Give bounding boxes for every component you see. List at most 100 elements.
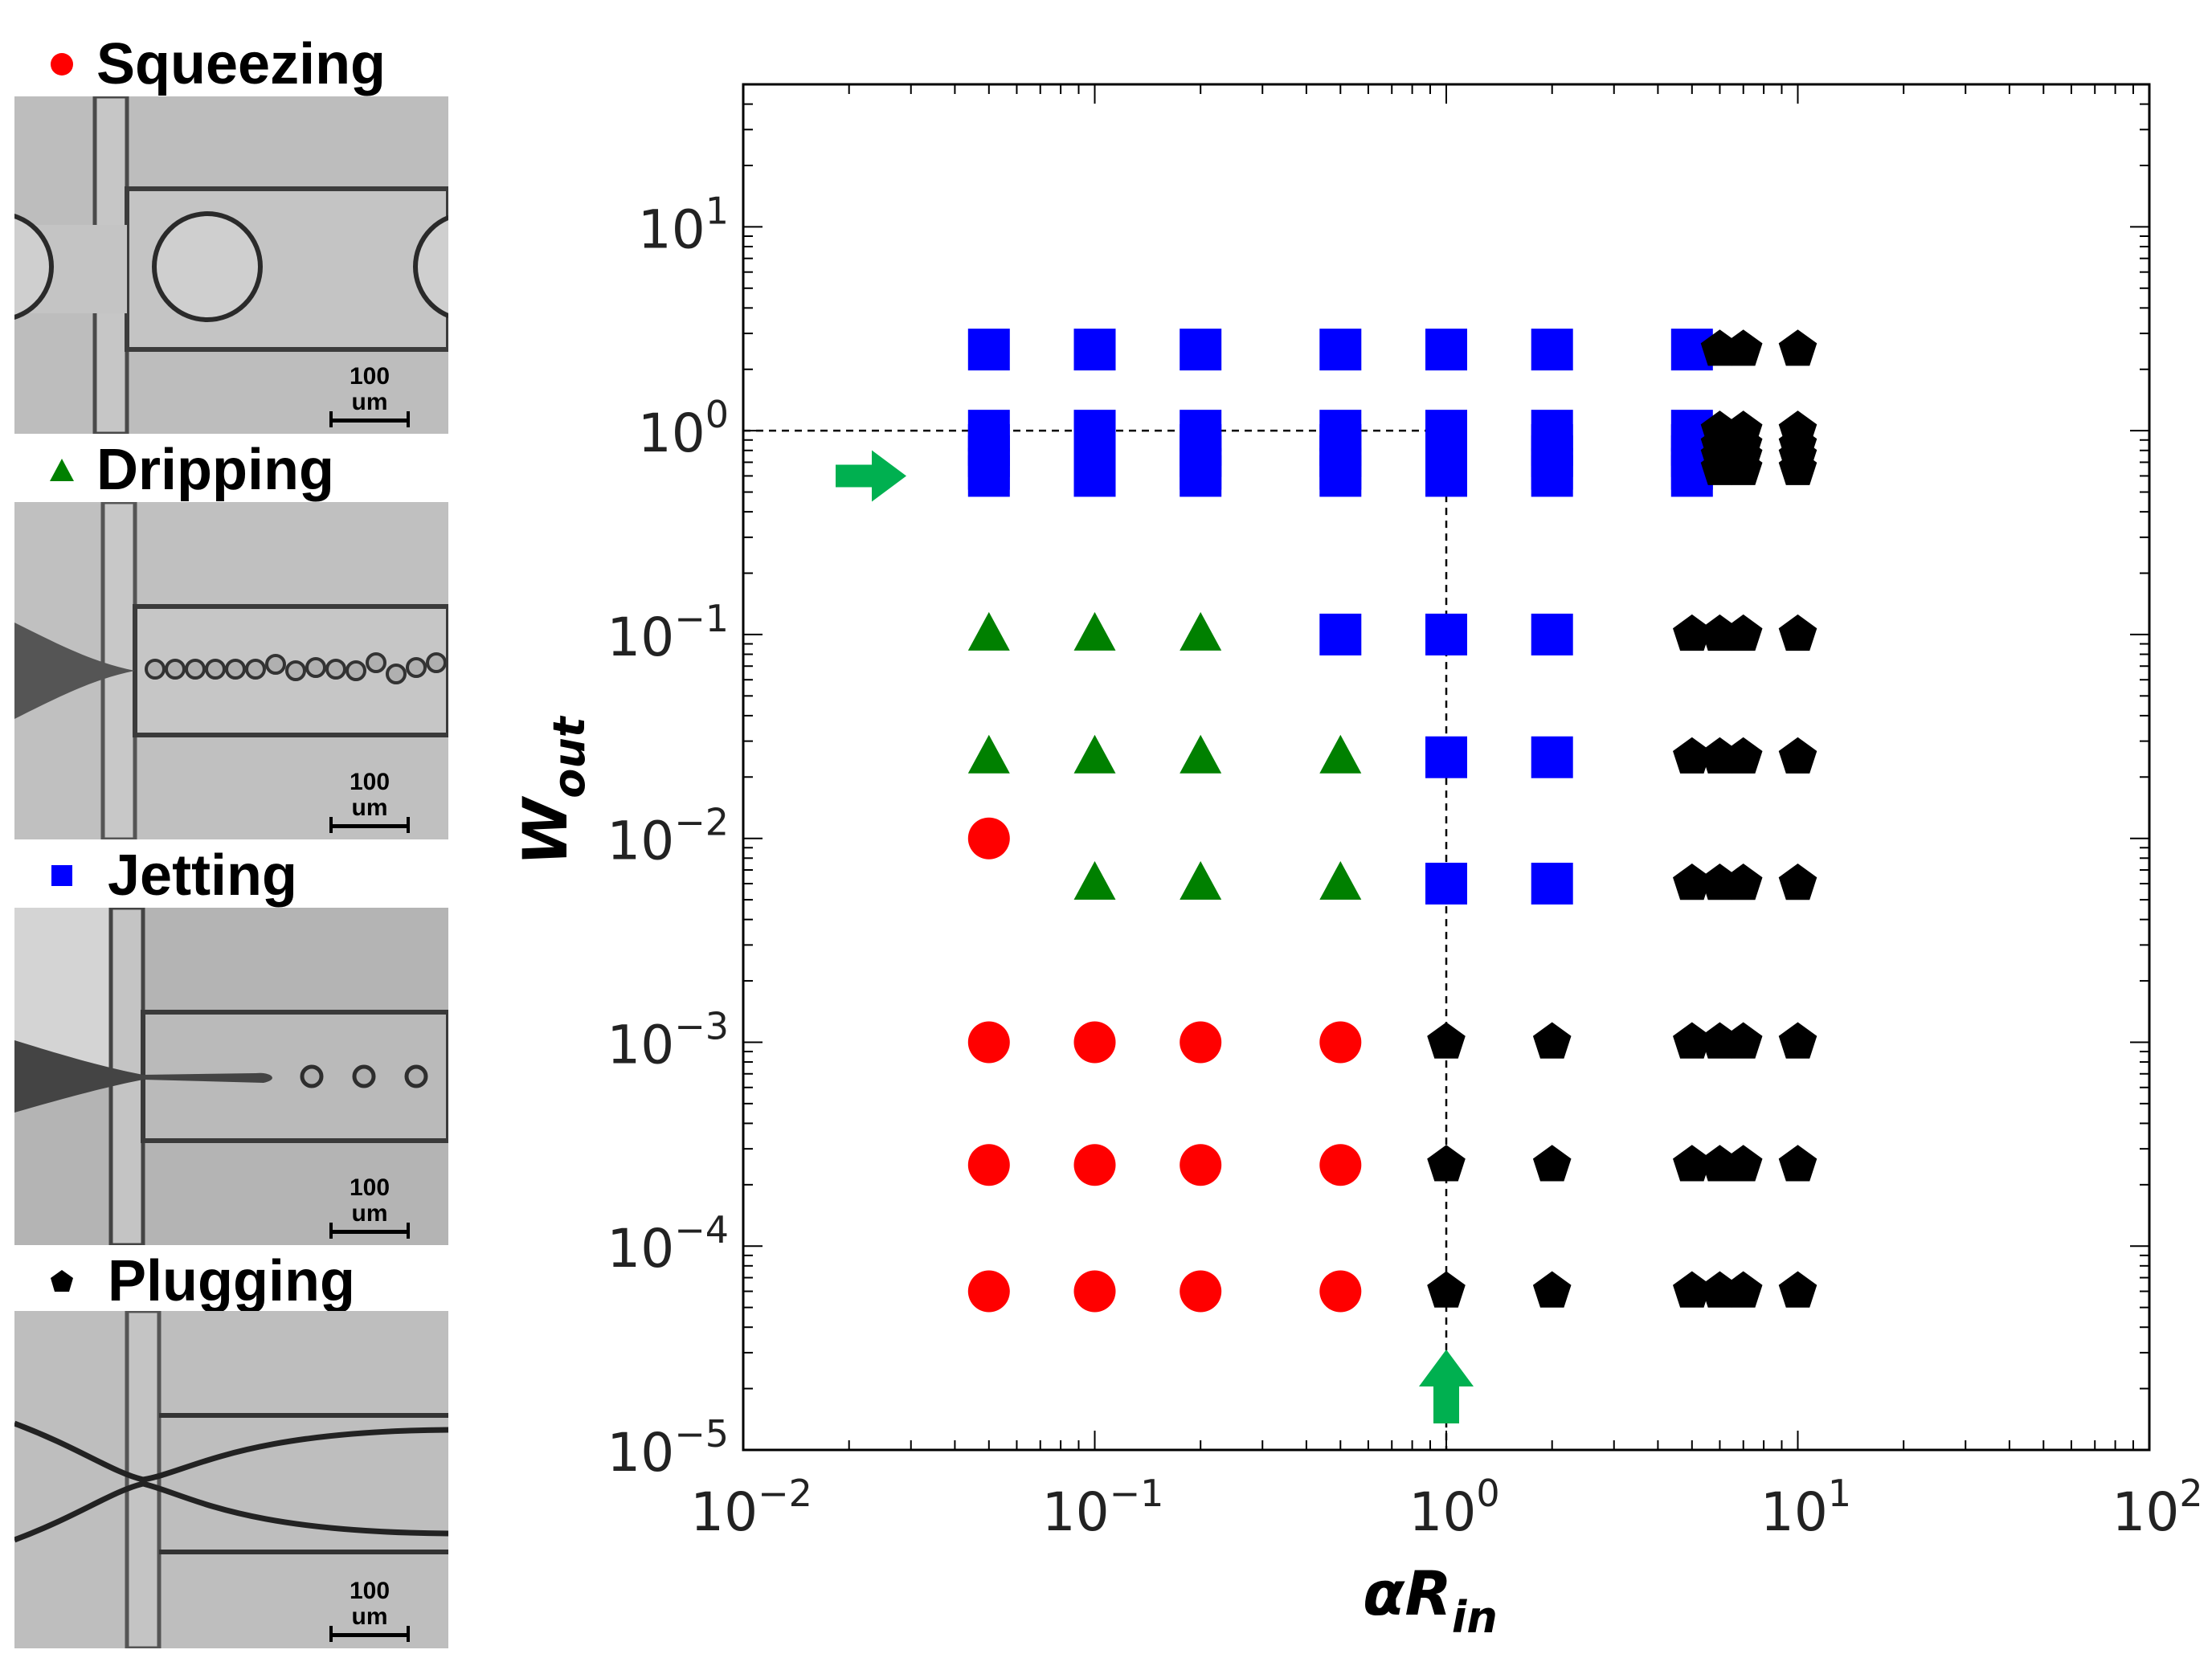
legend-label-plugging: Plugging bbox=[108, 1249, 355, 1313]
jetting-point bbox=[1319, 329, 1362, 371]
plugging-point bbox=[1778, 864, 1817, 900]
plugging-point bbox=[1778, 614, 1817, 651]
x-tick-label: 100 bbox=[1409, 1472, 1499, 1543]
y-tick-label: 100 bbox=[638, 393, 729, 464]
x-tick-label: 10−1 bbox=[1042, 1472, 1164, 1543]
plugging-point bbox=[1673, 1271, 1711, 1308]
plugging-point bbox=[1778, 329, 1817, 366]
micrograph-jetting: 100 um bbox=[14, 908, 448, 1245]
jetting-point bbox=[1531, 329, 1573, 371]
scale-bar-line bbox=[329, 817, 410, 833]
x-tick-label: 101 bbox=[1760, 1472, 1851, 1543]
plugging-point bbox=[1724, 864, 1763, 900]
dripping-point bbox=[1073, 860, 1116, 900]
y-tick-label: 101 bbox=[638, 189, 729, 260]
jetting-point bbox=[1425, 736, 1467, 778]
blue-square-marker-icon bbox=[51, 865, 72, 886]
y-tick-label: 10−4 bbox=[607, 1208, 729, 1280]
jetting-point bbox=[1073, 455, 1116, 497]
legend-dripping: Dripping bbox=[48, 434, 334, 506]
y-tick-label: 10−3 bbox=[607, 1004, 729, 1076]
plugging-point bbox=[1427, 1271, 1466, 1308]
jetting-point bbox=[1425, 613, 1467, 655]
jetting-point bbox=[1425, 862, 1467, 905]
legend-label-jetting: Jetting bbox=[108, 843, 298, 908]
dripping-point bbox=[967, 734, 1010, 774]
jetting-point bbox=[1180, 455, 1222, 497]
green-right-arrow-icon bbox=[836, 450, 906, 502]
jetting-point bbox=[1319, 455, 1362, 497]
black-pentagon-marker-icon bbox=[51, 1270, 73, 1292]
jetting-point bbox=[1531, 613, 1573, 655]
squeezing-point bbox=[967, 1144, 1010, 1186]
plugging-point bbox=[1427, 1022, 1466, 1059]
scale-bar-label: 100 um bbox=[349, 769, 390, 821]
scale-bar-line bbox=[329, 1626, 410, 1642]
squeezing-point bbox=[1073, 1144, 1116, 1186]
dripping-point bbox=[1073, 734, 1116, 774]
plugging-point bbox=[1778, 448, 1817, 485]
scale-bar-label: 100 um bbox=[349, 363, 390, 415]
squeezing-point bbox=[1073, 1270, 1116, 1313]
squeezing-point bbox=[967, 1021, 1010, 1064]
plugging-point bbox=[1532, 1022, 1572, 1059]
plugging-point bbox=[1724, 448, 1763, 485]
plugging-point bbox=[1724, 1145, 1763, 1182]
squeezing-point bbox=[1073, 1021, 1116, 1064]
squeezing-point bbox=[1180, 1270, 1222, 1313]
micrograph-dripping: 100 um bbox=[14, 502, 448, 839]
jetting-point bbox=[1319, 613, 1362, 655]
dripping-point bbox=[967, 611, 1010, 651]
green-triangle-marker-icon bbox=[50, 459, 74, 481]
squeezing-point bbox=[967, 1270, 1010, 1313]
dripping-point bbox=[1073, 611, 1116, 651]
scale-bar: 100 um bbox=[329, 769, 410, 833]
plugging-point bbox=[1778, 737, 1817, 774]
legend-squeezing: Squeezing bbox=[48, 28, 386, 100]
plugging-point bbox=[1532, 1145, 1572, 1182]
squeezing-point bbox=[1319, 1021, 1362, 1064]
y-tick-label: 10−1 bbox=[607, 597, 729, 668]
dripping-point bbox=[1319, 734, 1362, 774]
micrograph-plugging: 100 um bbox=[14, 1311, 448, 1648]
legend-label-dripping: Dripping bbox=[96, 438, 334, 502]
plugging-point bbox=[1724, 1022, 1763, 1059]
jetting-point bbox=[1531, 736, 1573, 778]
legend-plugging: Plugging bbox=[48, 1245, 355, 1317]
plugging-point bbox=[1778, 1022, 1817, 1059]
plugging-point bbox=[1724, 737, 1763, 774]
squeezing-point bbox=[1180, 1144, 1222, 1186]
plugging-point bbox=[1724, 1271, 1763, 1308]
squeezing-point bbox=[1319, 1270, 1362, 1313]
y-axis-label: Wout bbox=[509, 715, 595, 865]
scale-bar-label: 100 um bbox=[349, 1578, 390, 1630]
plugging-point bbox=[1778, 1145, 1817, 1182]
jetting-point bbox=[967, 329, 1010, 371]
scale-bar-line bbox=[329, 1223, 410, 1239]
y-tick-label: 10−2 bbox=[607, 801, 729, 872]
plugging-point bbox=[1673, 737, 1711, 774]
y-tick-label: 10−5 bbox=[607, 1412, 729, 1484]
jetting-point bbox=[1531, 455, 1573, 497]
green-up-arrow-icon bbox=[1419, 1350, 1474, 1423]
plugging-point bbox=[1724, 329, 1763, 366]
dripping-point bbox=[1180, 734, 1222, 774]
dripping-point bbox=[1319, 860, 1362, 900]
plugging-point bbox=[1673, 1145, 1711, 1182]
squeezing-point bbox=[1180, 1021, 1222, 1064]
legend-jetting: Jetting bbox=[48, 839, 297, 912]
dripping-point bbox=[1180, 611, 1222, 651]
squeezing-point bbox=[1319, 1144, 1362, 1186]
red-circle-marker-icon bbox=[51, 53, 73, 76]
plugging-point bbox=[1673, 1022, 1711, 1059]
jetting-point bbox=[1531, 862, 1573, 905]
scale-bar-label: 100 um bbox=[349, 1174, 390, 1227]
x-tick-label: 10−2 bbox=[690, 1472, 812, 1543]
plugging-point bbox=[1673, 864, 1711, 900]
jetting-point bbox=[1425, 329, 1467, 371]
scale-bar: 100 um bbox=[329, 1578, 410, 1642]
plugging-point bbox=[1532, 1271, 1572, 1308]
legend-label-squeezing: Squeezing bbox=[96, 32, 386, 96]
scale-bar: 100 um bbox=[329, 363, 410, 427]
